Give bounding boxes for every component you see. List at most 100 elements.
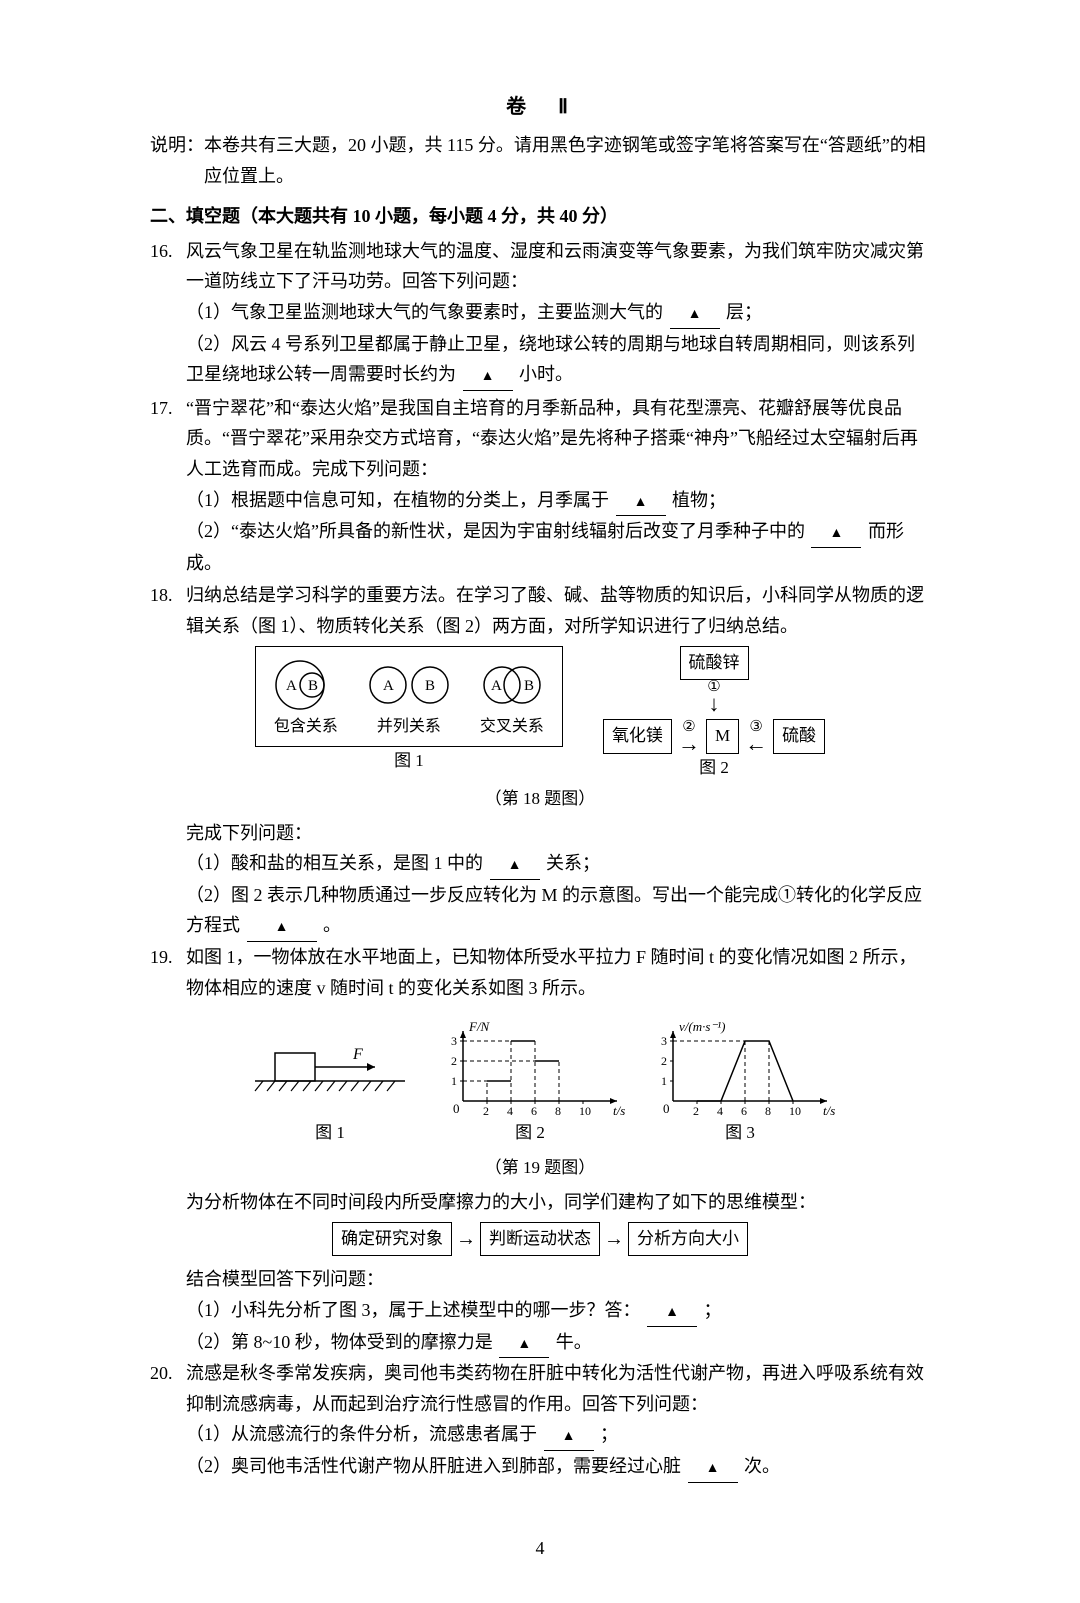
venn-B: B <box>425 678 435 694</box>
blank: ▲ <box>670 297 720 329</box>
q19-after2: 结合模型回答下列问题： <box>150 1264 930 1295</box>
venn-parallel-icon: A B <box>364 657 454 713</box>
q19-part2: （2）第 8~10 秒，物体受到的摩擦力是 ▲ 牛。 <box>150 1327 930 1359</box>
triangle-icon: ▲ <box>275 916 289 940</box>
q18-stem: 归纳总结是学习科学的重要方法。在学习了酸、碱、盐等物质的知识后，小科同学从物质的… <box>186 585 924 636</box>
question-19: 19. 如图 1，一物体放在水平地面上，已知物体所受水平拉力 F 随时间 t 的… <box>150 942 930 1003</box>
q18-part1: （1）酸和盐的相互关系，是图 1 中的 ▲ 关系； <box>150 848 930 880</box>
q19-fig1: F 图 1 <box>245 1029 415 1148</box>
q19-p1-pre: （1）小科先分析了图 3，属于上述模型中的哪一步？答： <box>186 1300 641 1320</box>
venn-col-1: A B 包含关系 <box>266 657 346 740</box>
q20-p2-post: 次。 <box>744 1456 780 1476</box>
q19-p1-post: ； <box>704 1300 722 1320</box>
svg-text:3: 3 <box>661 1034 667 1048</box>
svg-text:0: 0 <box>663 1101 670 1116</box>
instruction-body: 本卷共有三大题，20 小题，共 115 分。请用黑色字迹钢笔或签字笔将答案写在“… <box>204 130 930 191</box>
q19-number: 19. <box>150 942 186 1003</box>
q16-number: 16. <box>150 236 186 391</box>
q16-body: 风云气象卫星在轨监测地球大气的温度、湿度和云雨演变等气象要素，为我们筑牢防灾减灾… <box>186 236 930 391</box>
q18-fig1-label: 图 1 <box>394 747 424 776</box>
question-16: 16. 风云气象卫星在轨监测地球大气的温度、湿度和云雨演变等气象要素，为我们筑牢… <box>150 236 930 391</box>
q20-part1: （1）从流感流行的条件分析，流感患者属于 ▲ ； <box>186 1419 930 1451</box>
q18-venn-container: A B 包含关系 A B 并列关系 <box>255 646 563 747</box>
paper-title: 卷 Ⅱ <box>150 90 930 124</box>
q19-fig3-label: 图 3 <box>725 1119 755 1148</box>
svg-text:t/s: t/s <box>823 1103 835 1118</box>
q18-p2-post: 。 <box>323 915 341 935</box>
q19-after: 为分析物体在不同时间段内所受摩擦力的大小，同学们建构了如下的思维模型： <box>150 1187 930 1218</box>
q17-p1-post: 植物； <box>672 490 726 510</box>
q18-fig1-box: A B 包含关系 A B 并列关系 <box>255 646 563 776</box>
exam-page: 卷 Ⅱ 说明： 本卷共有三大题，20 小题，共 115 分。请用黑色字迹钢笔或签… <box>150 0 930 1603</box>
svg-text:1: 1 <box>661 1074 667 1088</box>
venn-label-2: 并列关系 <box>377 713 441 740</box>
q17-part1: （1）根据题中信息可知，在植物的分类上，月季属于 ▲ 植物； <box>186 485 930 517</box>
svg-text:4: 4 <box>717 1104 723 1118</box>
venn-label-3: 交叉关系 <box>480 713 544 740</box>
instruction-label: 说明： <box>150 130 204 191</box>
q18-caption: （第 18 题图） <box>150 785 930 814</box>
q20-p2-pre: （2）奥司他韦活性代谢产物从肝脏进入到肺部，需要经过心脏 <box>186 1456 681 1476</box>
venn-A: A <box>286 678 297 694</box>
triangle-icon: ▲ <box>562 1425 576 1449</box>
svg-text:2: 2 <box>451 1054 457 1068</box>
q19-figures: F 图 1 F/Nt/s0246810123 图 2 v/(m·s⁻¹)t/s0… <box>150 1009 930 1148</box>
blank: ▲ <box>544 1419 594 1451</box>
q18-fig2-box: 硫酸锌 ① ↓ 氧化镁 ② → M ③ ← <box>603 646 825 783</box>
venn-B: B <box>524 678 534 694</box>
blank: ▲ <box>688 1451 738 1483</box>
q19-model: 确定研究对象 → 判断运动状态 → 分析方向大小 <box>150 1222 930 1257</box>
force-time-chart: F/Nt/s0246810123 <box>435 1009 625 1119</box>
node-left: 氧化镁 <box>603 719 672 754</box>
q17-p1-pre: （1）根据题中信息可知，在植物的分类上，月季属于 <box>186 490 609 510</box>
q19-fig1-label: 图 1 <box>315 1119 345 1148</box>
venn-contain-icon: A B <box>266 657 346 713</box>
svg-text:8: 8 <box>765 1104 771 1118</box>
q16-p1-post: 层； <box>726 302 762 322</box>
node-right: 硫酸 <box>773 719 825 754</box>
q19-fig2-label: 图 2 <box>515 1119 545 1148</box>
triangle-icon: ▲ <box>634 491 648 515</box>
q18-figures: A B 包含关系 A B 并列关系 <box>150 646 930 783</box>
triangle-icon: ▲ <box>481 365 495 389</box>
svg-text:10: 10 <box>789 1104 801 1118</box>
blank: ▲ <box>616 485 666 517</box>
triangle-icon: ▲ <box>508 854 522 878</box>
blank: ▲ <box>463 359 513 391</box>
triangle-icon: ▲ <box>665 1301 679 1325</box>
q20-p1-post: ； <box>600 1424 618 1444</box>
question-18: 18. 归纳总结是学习科学的重要方法。在学习了酸、碱、盐等物质的知识后，小科同学… <box>150 580 930 641</box>
q19-caption: （第 19 题图） <box>150 1154 930 1183</box>
q20-body: 流感是秋冬季常发疾病，奥司他韦类药物在肝脏中转化为活性代谢产物，再进入呼吸系统有… <box>186 1358 930 1482</box>
model-box-3: 分析方向大小 <box>628 1222 748 1257</box>
q16-stem: 风云气象卫星在轨监测地球大气的温度、湿度和云雨演变等气象要素，为我们筑牢防灾减灾… <box>186 241 924 292</box>
node-top: 硫酸锌 <box>680 646 749 681</box>
blank: ▲ <box>490 848 540 880</box>
svg-text:4: 4 <box>507 1104 513 1118</box>
q19-stem: 如图 1，一物体放在水平地面上，已知物体所受水平拉力 F 随时间 t 的变化情况… <box>186 947 917 998</box>
page-number: 4 <box>150 1533 930 1564</box>
venn-A: A <box>383 678 394 694</box>
arrow-down-icon: ↓ <box>708 695 719 713</box>
q19-p2-post: 牛。 <box>556 1332 592 1352</box>
blank: ▲ <box>647 1295 697 1327</box>
question-20: 20. 流感是秋冬季常发疾病，奥司他韦类药物在肝脏中转化为活性代谢产物，再进入呼… <box>150 1358 930 1482</box>
section-2-heading: 二、填空题（本大题共有 10 小题，每小题 4 分，共 40 分） <box>150 201 930 232</box>
model-box-1: 确定研究对象 <box>332 1222 452 1257</box>
blank: ▲ <box>247 910 317 942</box>
arrow-down: ① ↓ <box>707 680 720 713</box>
svg-text:0: 0 <box>453 1101 460 1116</box>
svg-text:8: 8 <box>555 1104 561 1118</box>
model-box-2: 判断运动状态 <box>480 1222 600 1257</box>
force-F-label: F <box>352 1046 363 1063</box>
arrow-right-2: ② → <box>678 720 700 753</box>
svg-text:6: 6 <box>531 1104 537 1118</box>
triangle-icon: ▲ <box>688 303 702 327</box>
q19-fig3: v/(m·s⁻¹)t/s0246810123 图 3 <box>645 1009 835 1148</box>
arrow-right-icon: → <box>678 735 700 753</box>
q18-flow-container: 硫酸锌 ① ↓ 氧化镁 ② → M ③ ← <box>603 646 825 754</box>
blank: ▲ <box>499 1327 549 1359</box>
q16-part1: （1）气象卫星监测地球大气的气象要素时，主要监测大气的 ▲ 层； <box>186 297 930 329</box>
svg-text:6: 6 <box>741 1104 747 1118</box>
q18-part2: （2）图 2 表示几种物质通过一步反应转化为 M 的示意图。写出一个能完成①转化… <box>150 880 930 942</box>
